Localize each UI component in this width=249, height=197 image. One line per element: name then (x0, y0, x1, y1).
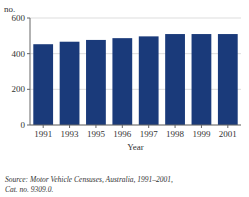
x-tick (201, 125, 202, 128)
y-tick-label: 400 (12, 49, 26, 59)
x-tick-label: 1993 (61, 129, 80, 139)
x-tick-label: 1991 (34, 129, 52, 139)
y-tick-label: 200 (12, 84, 26, 94)
x-tick-label: 1999 (192, 129, 211, 139)
bar (165, 34, 185, 125)
bar (139, 36, 159, 125)
bar (60, 42, 80, 125)
y-tick (27, 18, 30, 19)
x-axis-line (30, 125, 241, 126)
x-tick-label: 1996 (113, 129, 132, 139)
y-tick-label: 600 (12, 13, 26, 23)
bar (218, 34, 238, 125)
bar (33, 44, 53, 125)
x-tick (148, 125, 149, 128)
y-axis-line (30, 18, 31, 125)
y-tick (27, 53, 30, 54)
x-axis-label: Year (127, 142, 144, 152)
y-tick (27, 89, 30, 90)
x-tick-label: 2001 (219, 129, 237, 139)
x-tick (43, 125, 44, 128)
x-tick-label: 1995 (87, 129, 106, 139)
x-tick-label: 1998 (166, 129, 185, 139)
source-note: Source: Motor Vehicle Censuses, Australi… (5, 175, 173, 194)
y-tick-label: 0 (21, 120, 26, 130)
x-tick (69, 125, 70, 128)
y-tick (27, 125, 30, 126)
grid (30, 18, 241, 125)
x-tick-label: 1997 (140, 129, 159, 139)
x-tick (175, 125, 176, 128)
grid-line (30, 18, 241, 19)
x-tick (227, 125, 228, 128)
bar (192, 34, 212, 125)
bar (112, 38, 132, 125)
x-tick (122, 125, 123, 128)
chart-container: 0 200 400 600 1991 1993 1995 1996 1997 1998 1999 20… (0, 0, 249, 197)
bars (33, 34, 237, 125)
grid-line (30, 125, 241, 126)
x-tick (95, 125, 96, 128)
bar (86, 40, 106, 125)
y-axis-label: no. (4, 4, 15, 14)
chart-svg: 0 200 400 600 1991 1993 1995 1996 1997 1998 1999 20… (0, 0, 249, 197)
